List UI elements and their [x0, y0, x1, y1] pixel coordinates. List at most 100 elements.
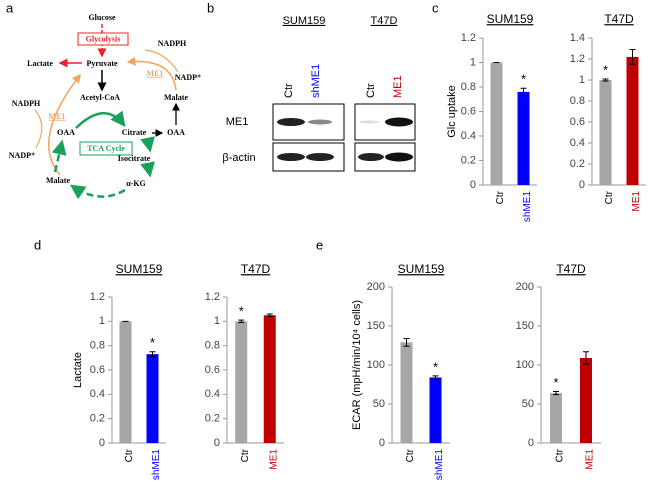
row-label: β-actin	[222, 152, 255, 164]
x-tick-label: shME1	[151, 449, 162, 481]
bar	[119, 321, 132, 443]
chart-title: SUM159	[116, 262, 163, 276]
arrow	[126, 56, 177, 91]
tca-arrow	[69, 184, 126, 200]
node: α-KG	[126, 179, 146, 188]
y-tick-label: 150	[367, 320, 385, 332]
y-tick-label: 0	[214, 437, 220, 449]
significance-mark: *	[239, 304, 244, 319]
error-bar	[266, 313, 273, 317]
y-tick-label: 0	[579, 179, 585, 191]
x-tick-label: Ctr	[555, 448, 566, 462]
chart-title: T47D	[241, 262, 271, 276]
y-tick-label: 1.2	[570, 53, 585, 65]
error-bar	[149, 351, 156, 358]
chart-title: SUM159	[487, 12, 534, 26]
bar	[599, 80, 612, 185]
y-tick-label: 100	[367, 359, 385, 371]
glycolysis-box	[77, 32, 129, 46]
y-tick-label: 0.6	[461, 105, 476, 117]
y-tick-label: 0.6	[570, 116, 585, 128]
error-bar	[583, 351, 589, 365]
node: NADPH	[158, 39, 187, 48]
bar	[235, 321, 248, 443]
bar-chart: T47D 0 50 100 150 200 * Ctr ME1	[516, 262, 601, 470]
blot-group: SUM159	[283, 15, 326, 27]
bar	[580, 357, 592, 443]
tca-arrow	[75, 110, 126, 129]
y-tick-label: 0.8	[90, 340, 105, 352]
y-tick-label: 1.2	[205, 291, 220, 303]
node: OAA	[167, 128, 185, 137]
error-bar	[403, 337, 410, 347]
lane-label: Ctr	[283, 83, 295, 98]
tca-arrow	[51, 139, 67, 173]
pathway-diagram: Glucose Glycolysis Lactate Pyruvate NADP…	[9, 13, 201, 200]
y-tick-label: 50	[522, 398, 534, 410]
y-tick-label: 1.4	[570, 32, 585, 44]
y-tick-label: 0	[470, 179, 476, 191]
significance-mark: *	[553, 375, 558, 390]
tca-arrow	[140, 136, 155, 153]
band	[277, 153, 305, 161]
x-tick-label: Ctr	[604, 190, 615, 204]
y-tick-label: 0.2	[461, 154, 476, 166]
y-tick-label: 0.4	[90, 388, 105, 400]
node: Malate	[164, 93, 188, 102]
y-tick-label: 50	[373, 398, 385, 410]
node: Citrate	[122, 128, 147, 137]
x-tick-label: ME1	[585, 449, 596, 470]
chart-title: T47D	[604, 12, 634, 26]
y-tick-label: 0.4	[570, 137, 585, 149]
y-tick-label: 1	[470, 56, 476, 68]
y-tick-label: 0.6	[90, 364, 105, 376]
band	[385, 117, 413, 127]
y-tick-label: 0	[379, 437, 385, 449]
x-tick-label: Ctr	[405, 448, 416, 462]
lane-label: Ctr	[365, 83, 377, 98]
node: Glucose	[88, 13, 116, 22]
band	[359, 120, 379, 124]
y-tick-label: 1	[99, 315, 105, 327]
panel-label: c	[432, 0, 439, 15]
y-tick-label: 150	[516, 320, 534, 332]
panel-label: d	[34, 237, 41, 252]
x-tick-label: ME1	[268, 449, 279, 470]
y-axis-label: Lactate	[72, 352, 84, 388]
chart-title: T47D	[556, 262, 586, 276]
error-bar	[238, 319, 245, 324]
band	[306, 153, 334, 161]
bar	[146, 354, 159, 443]
arrow	[144, 49, 179, 73]
lane-label: shME1	[310, 64, 322, 98]
significance-mark: *	[433, 359, 438, 374]
panel-label: e	[316, 237, 323, 252]
band	[277, 118, 305, 126]
node: Malate	[46, 176, 70, 185]
y-tick-label: 0.8	[570, 95, 585, 107]
y-tick-label: 0.8	[461, 81, 476, 93]
bar-chart: SUM159 Lactate 0 0.2 0.4 0.6 0.8 1 1.2 Ctr * shME1	[72, 262, 166, 480]
y-axis-label: ECAR (mpH/min/10⁴ cells)	[351, 300, 363, 430]
node: NADPH	[12, 99, 41, 108]
y-tick-label: 0.2	[90, 413, 105, 425]
y-tick-label: 1.2	[90, 291, 105, 303]
bar	[517, 91, 530, 185]
x-tick-label: Ctr	[240, 448, 251, 462]
node: Glycolysis	[86, 34, 121, 43]
bar	[429, 377, 442, 443]
x-tick-label: shME1	[522, 191, 533, 223]
node: NADP⁺	[9, 151, 35, 160]
error-bar	[553, 391, 559, 396]
y-tick-label: 0.4	[205, 388, 220, 400]
bar-chart: SUM159 ECAR (mpH/min/10⁴ cells) 0 50 100 150 2…	[351, 262, 450, 480]
significance-mark: *	[521, 72, 526, 87]
x-tick-label: shME1	[434, 449, 445, 481]
chart-title: SUM159	[398, 262, 445, 276]
node: Acetyl-CoA	[80, 93, 120, 102]
bar	[263, 315, 276, 443]
error-bar	[602, 78, 609, 82]
bar-chart: T47D 0 0.2 0.4 0.6 0.8 1 1.2 * Ctr ME1	[205, 262, 284, 470]
y-tick-label: 0.4	[461, 130, 476, 142]
significance-mark: *	[150, 335, 155, 350]
